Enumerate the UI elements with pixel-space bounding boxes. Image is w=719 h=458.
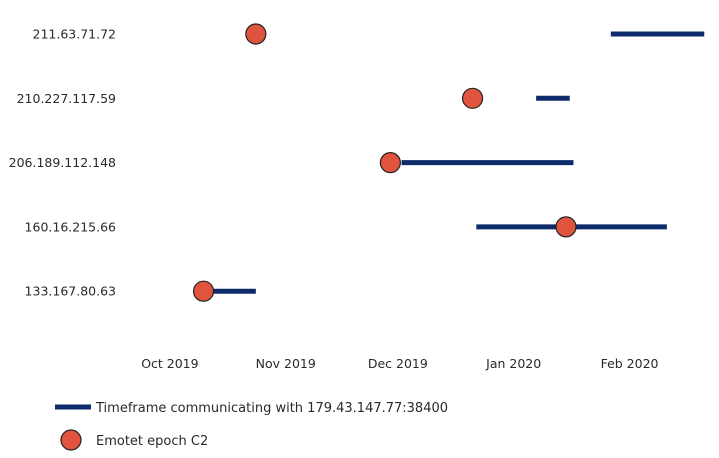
- epoch-point: [245, 23, 267, 45]
- timeframe-bars: [196, 31, 705, 294]
- category-label: 211.63.71.72: [33, 27, 117, 42]
- category-label: 133.167.80.63: [25, 284, 116, 299]
- epoch-points: [192, 23, 577, 302]
- x-tick-label: Jan 2020: [485, 356, 541, 371]
- x-axis-ticks: Oct 2019 Nov 2019 Dec 2019 Jan 2020 Feb …: [141, 356, 658, 371]
- epoch-point: [461, 87, 484, 109]
- x-tick-label: Oct 2019: [141, 356, 198, 371]
- epoch-point: [555, 216, 577, 238]
- legend-circle-marker: [60, 429, 82, 451]
- legend-label-timeframe: Timeframe communicating with 179.43.147.…: [95, 401, 448, 416]
- x-tick-label: Feb 2020: [601, 356, 659, 371]
- category-label: 206.189.112.148: [9, 155, 116, 170]
- epoch-point: [192, 280, 215, 302]
- category-labels: 211.63.71.72 210.227.117.59 206.189.112.…: [9, 27, 116, 299]
- epoch-point: [379, 152, 401, 174]
- category-label: 210.227.117.59: [17, 91, 116, 106]
- category-label: 160.16.215.66: [25, 219, 116, 234]
- x-tick-label: Dec 2019: [368, 356, 428, 371]
- legend-label-epoch: Emotet epoch C2: [96, 434, 208, 449]
- legend: Timeframe communicating with 179.43.147.…: [55, 401, 448, 451]
- x-tick-label: Nov 2019: [256, 356, 316, 371]
